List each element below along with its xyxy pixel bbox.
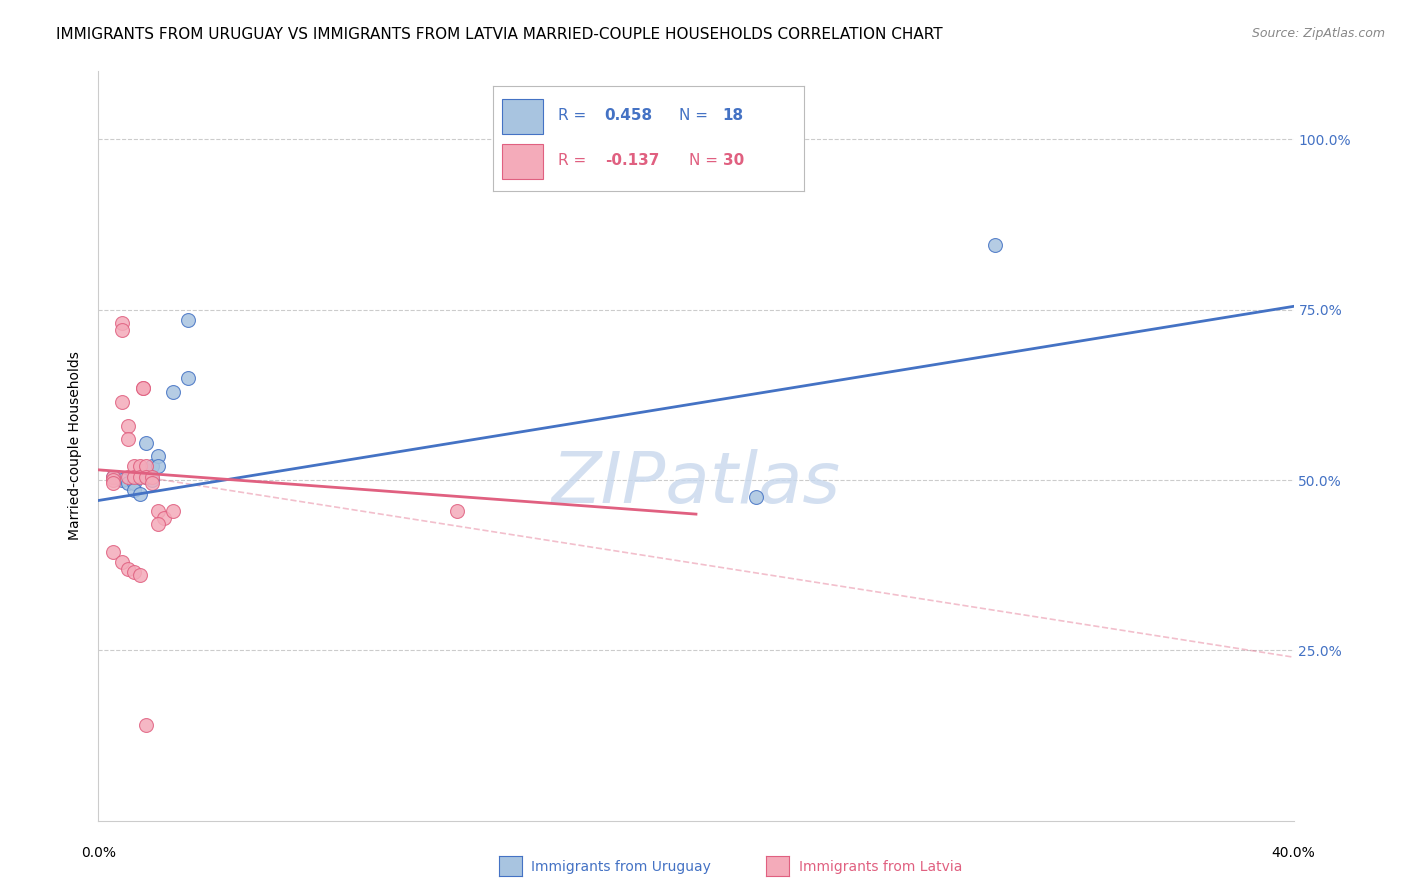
Point	[135, 718, 157, 732]
Point	[745, 490, 768, 504]
Point	[124, 476, 146, 491]
Point	[124, 565, 146, 579]
Text: 0.0%: 0.0%	[82, 846, 115, 860]
Point	[103, 469, 125, 483]
Point	[124, 469, 146, 483]
Point	[117, 469, 139, 483]
Point	[129, 568, 152, 582]
Point	[111, 394, 134, 409]
Point	[148, 504, 170, 518]
Point	[111, 317, 134, 331]
Point	[177, 371, 200, 385]
Point	[135, 435, 157, 450]
Text: Immigrants from Latvia: Immigrants from Latvia	[799, 860, 962, 874]
Point	[103, 544, 125, 558]
Point	[111, 473, 134, 487]
Point	[132, 381, 155, 395]
Point	[103, 476, 125, 491]
Point	[141, 476, 163, 491]
Point	[117, 476, 139, 491]
Point	[984, 238, 1007, 252]
Point	[148, 517, 170, 532]
Text: 40.0%: 40.0%	[1271, 846, 1316, 860]
Text: Immigrants from Uruguay: Immigrants from Uruguay	[531, 860, 711, 874]
Point	[135, 463, 157, 477]
Point	[135, 469, 157, 483]
Point	[111, 323, 134, 337]
Point	[177, 313, 200, 327]
Point	[135, 469, 157, 483]
Point	[117, 561, 139, 575]
Point	[148, 459, 170, 474]
Point	[162, 384, 184, 399]
Point	[153, 510, 176, 524]
Point	[103, 473, 125, 487]
Point	[141, 469, 163, 483]
Point	[141, 473, 163, 487]
Point	[129, 469, 152, 483]
Text: IMMIGRANTS FROM URUGUAY VS IMMIGRANTS FROM LATVIA MARRIED-COUPLE HOUSEHOLDS CORR: IMMIGRANTS FROM URUGUAY VS IMMIGRANTS FR…	[56, 27, 943, 42]
Point	[124, 459, 146, 474]
Point	[129, 459, 152, 474]
Point	[117, 432, 139, 446]
Point	[141, 459, 163, 474]
Point	[132, 381, 155, 395]
Point	[135, 459, 157, 474]
Point	[148, 449, 170, 463]
Point	[117, 418, 139, 433]
Point	[103, 469, 125, 483]
Text: Source: ZipAtlas.com: Source: ZipAtlas.com	[1251, 27, 1385, 40]
Point	[124, 483, 146, 498]
Text: ZIPatlas: ZIPatlas	[551, 449, 841, 518]
Point	[446, 504, 468, 518]
Point	[111, 555, 134, 569]
Point	[129, 486, 152, 500]
Point	[162, 504, 184, 518]
Y-axis label: Married-couple Households: Married-couple Households	[69, 351, 83, 541]
